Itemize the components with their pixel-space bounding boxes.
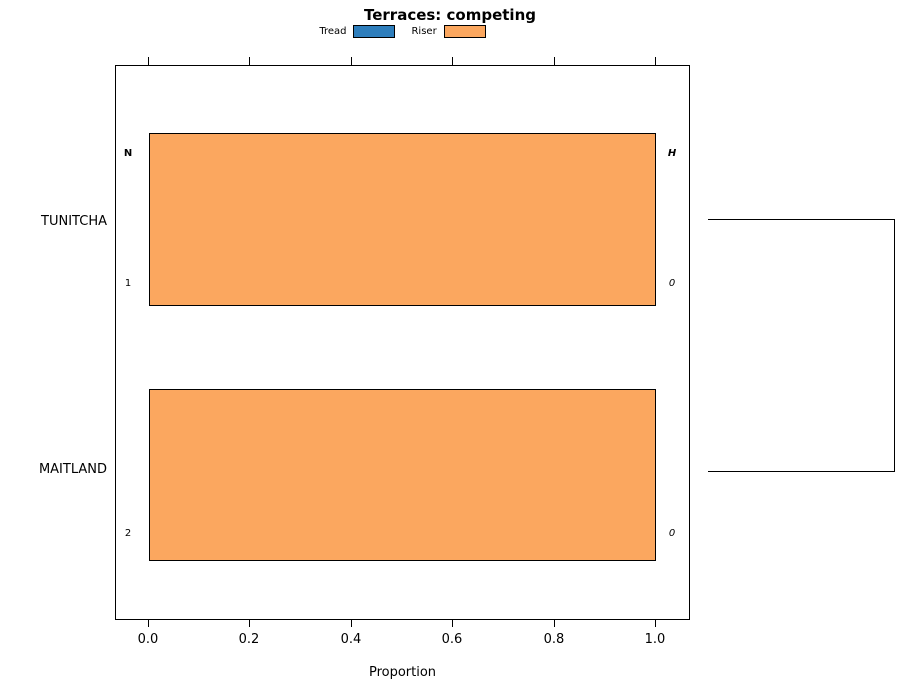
x-tick-bottom: [249, 620, 250, 627]
x-tick-top: [554, 57, 555, 65]
annotation-n-header: N: [123, 148, 133, 159]
annotation-row2-h: 0: [668, 528, 676, 539]
x-tick-bottom: [351, 620, 352, 627]
legend-item-riser: Riser: [411, 25, 486, 38]
x-tick-label: 0.8: [543, 632, 565, 647]
x-tick-top: [655, 57, 656, 65]
legend-item-tread: Tread: [319, 25, 396, 38]
annotation-row1-h: 0: [668, 278, 676, 289]
x-tick-label: 1.0: [644, 632, 666, 647]
x-axis-title: Proportion: [368, 665, 437, 680]
x-tick-top: [249, 57, 250, 65]
x-tick-bottom: [554, 620, 555, 627]
plot-area: [115, 65, 690, 620]
legend: Tread Riser: [115, 25, 690, 38]
x-tick-top: [148, 57, 149, 65]
bar-tunitcha-riser: [149, 133, 656, 306]
annotation-h-header: H: [667, 148, 677, 159]
x-tick-bottom: [655, 620, 656, 627]
x-tick-bottom: [452, 620, 453, 627]
x-tick-top: [452, 57, 453, 65]
annotation-row1-n: 1: [124, 278, 132, 289]
x-tick-label: 0.2: [238, 632, 260, 647]
x-tick-label: 0.4: [340, 632, 362, 647]
legend-swatch-riser: [443, 25, 486, 38]
y-label-maitland: MAITLAND: [38, 462, 107, 477]
legend-label-riser: Riser: [411, 26, 437, 37]
x-tick-top: [351, 57, 352, 65]
cluster-bracket: [708, 219, 895, 472]
chart-title: Terraces: competing: [363, 6, 536, 24]
y-label-tunitcha: TUNITCHA: [41, 214, 107, 229]
x-tick-label: 0.6: [441, 632, 463, 647]
legend-label-tread: Tread: [319, 26, 347, 37]
x-tick-bottom: [148, 620, 149, 627]
legend-swatch-tread: [353, 25, 396, 38]
annotation-row2-n: 2: [124, 528, 132, 539]
bar-maitland-riser: [149, 389, 656, 561]
x-tick-label: 0.0: [137, 632, 159, 647]
